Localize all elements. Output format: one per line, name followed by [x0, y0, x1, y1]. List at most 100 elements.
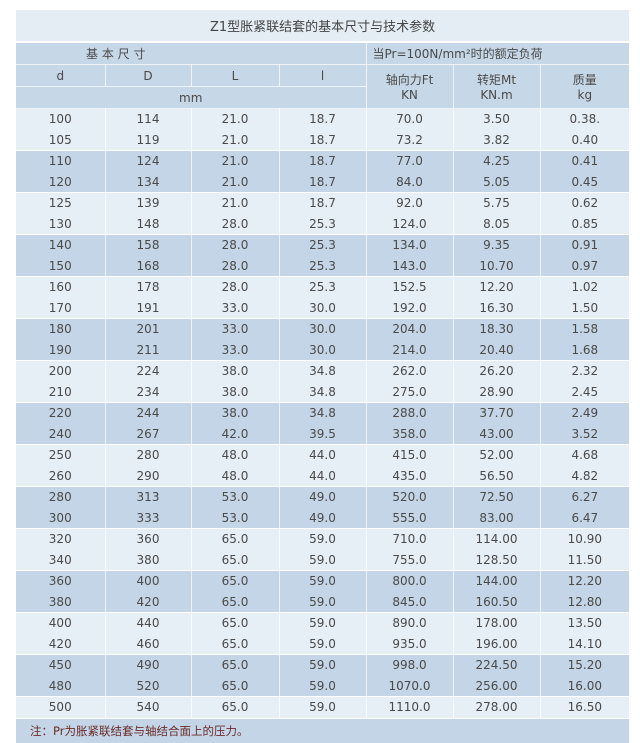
table-cell: 234	[104, 381, 191, 403]
table-row: 450 490 65.0 59.0 998.0 224.50 15.20	[16, 654, 630, 676]
table-cell: 21.0	[190, 129, 279, 151]
table-row: 250 280 48.0 44.0 415.0 52.00 4.68	[16, 444, 630, 466]
table-cell: 84.0	[365, 171, 453, 193]
table-cell: 267	[104, 423, 191, 445]
table-row: 260 290 48.0 44.0 435.0 56.50 4.82	[16, 465, 630, 487]
table-cell: 148	[104, 213, 191, 235]
table-cell: 59.0	[278, 675, 366, 697]
table-cell: 158	[104, 234, 191, 256]
table-cell: 710.0	[365, 528, 453, 550]
table-cell: 30.0	[278, 297, 366, 319]
table-cell: 10.90	[539, 528, 630, 550]
table-cell: 65.0	[190, 675, 279, 697]
table-cell: 21.0	[190, 108, 279, 130]
table-cell: 1110.0	[365, 696, 453, 719]
table-cell: 278.00	[452, 696, 540, 719]
table-cell: 34.8	[278, 360, 366, 382]
table-cell: 20.40	[452, 339, 540, 361]
table-cell: 6.27	[539, 486, 630, 508]
table-cell: 214.0	[365, 339, 453, 361]
table-cell: 49.0	[278, 486, 366, 508]
table-cell: 134.0	[365, 234, 453, 256]
table-cell: 48.0	[190, 465, 279, 487]
table-cell: 44.0	[278, 444, 366, 466]
table-row: 105 119 21.0 18.7 73.2 3.82 0.40	[16, 129, 630, 151]
table-cell: 34.8	[278, 381, 366, 403]
table-cell: 59.0	[278, 696, 366, 719]
table-cell: 333	[104, 507, 191, 529]
table-cell: 37.70	[452, 402, 540, 424]
table-row: 180 201 33.0 30.0 204.0 18.30 1.58	[16, 318, 630, 340]
title-row: Z1型胀紧联结套的基本尺寸与技术参数	[16, 10, 630, 43]
table-row: 190 211 33.0 30.0 214.0 20.40 1.68	[16, 339, 630, 361]
mass-label: 质量	[572, 73, 597, 87]
header-D: D	[104, 64, 191, 87]
table-cell: 28.0	[190, 234, 279, 256]
table-cell: 144.00	[452, 570, 540, 592]
table-cell: 59.0	[278, 549, 366, 571]
header-d: d	[16, 64, 105, 87]
table-cell: 1.50	[539, 297, 630, 319]
table-cell: 14.10	[539, 633, 630, 655]
table-cell: 450	[16, 654, 105, 676]
table-cell: 59.0	[278, 654, 366, 676]
table-cell: 3.82	[452, 129, 540, 151]
table-cell: 320	[16, 528, 105, 550]
table-cell: 59.0	[278, 570, 366, 592]
table-cell: 196.00	[452, 633, 540, 655]
table-row: 360 400 65.0 59.0 800.0 144.00 12.20	[16, 570, 630, 592]
table-cell: 12.20	[452, 276, 540, 298]
table-cell: 1.68	[539, 339, 630, 361]
table-cell: 358.0	[365, 423, 453, 445]
table-cell: 13.50	[539, 612, 630, 634]
table-cell: 540	[104, 696, 191, 719]
table-cell: 300	[16, 507, 105, 529]
table-row: 130 148 28.0 25.3 124.0 8.05 0.85	[16, 213, 630, 235]
table-cell: 160	[16, 276, 105, 298]
table-row: 300 333 53.0 49.0 555.0 83.00 6.47	[16, 507, 630, 529]
table-row: 100 114 21.0 18.7 70.0 3.50 0.38.	[16, 108, 630, 130]
table-cell: 500	[16, 696, 105, 719]
table-cell: 114	[104, 108, 191, 130]
table-cell: 77.0	[365, 150, 453, 172]
table-row: 420 460 65.0 59.0 935.0 196.00 14.10	[16, 633, 630, 655]
header-mass: 质量 kg	[539, 64, 630, 109]
table-cell: 0.85	[539, 213, 630, 235]
table-row: 280 313 53.0 49.0 520.0 72.50 6.27	[16, 486, 630, 508]
table-row: 150 168 28.0 25.3 143.0 10.70 0.97	[16, 255, 630, 277]
table-cell: 180	[16, 318, 105, 340]
table-cell: 119	[104, 129, 191, 151]
table-cell: 890.0	[365, 612, 453, 634]
table-cell: 190	[16, 339, 105, 361]
table-cell: 18.7	[278, 150, 366, 172]
table-cell: 59.0	[278, 528, 366, 550]
note-row: 注：Pr为胀紧联结套与轴结合面上的压力。	[16, 718, 630, 743]
header-row-3: mm	[16, 86, 629, 109]
table-cell: 1070.0	[365, 675, 453, 697]
table-cell: 33.0	[190, 297, 279, 319]
table-cell: 3.50	[452, 108, 540, 130]
table-cell: 28.0	[190, 255, 279, 277]
table-cell: 92.0	[365, 192, 453, 214]
table-cell: 260	[16, 465, 105, 487]
table-cell: 100	[16, 108, 105, 130]
table-cell: 73.2	[365, 129, 453, 151]
table-cell: 124	[104, 150, 191, 172]
table-cell: 435.0	[365, 465, 453, 487]
table-cell: 280	[16, 486, 105, 508]
table-cell: 105	[16, 129, 105, 151]
table-cell: 4.82	[539, 465, 630, 487]
table-cell: 140	[16, 234, 105, 256]
table-cell: 1.02	[539, 276, 630, 298]
table-cell: 33.0	[190, 339, 279, 361]
table-cell: 11.50	[539, 549, 630, 571]
table-row: 400 440 65.0 59.0 890.0 178.00 13.50	[16, 612, 630, 634]
table-cell: 33.0	[190, 318, 279, 340]
table-cell: 65.0	[190, 570, 279, 592]
table-cell: 256.00	[452, 675, 540, 697]
spec-table: Z1型胀紧联结套的基本尺寸与技术参数 基 本 尺 寸 当Pr=100N/mm²时…	[16, 10, 630, 743]
table-cell: 65.0	[190, 633, 279, 655]
table-cell: 65.0	[190, 528, 279, 550]
table-cell: 520	[104, 675, 191, 697]
table-row: 140 158 28.0 25.3 134.0 9.35 0.91	[16, 234, 630, 256]
